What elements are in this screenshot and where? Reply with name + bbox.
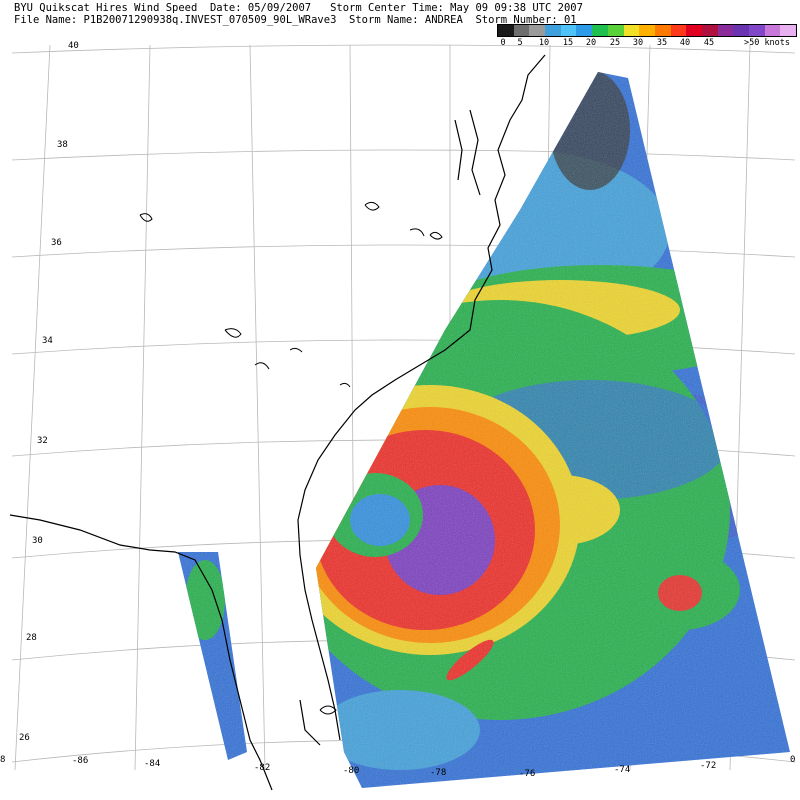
longitude-line bbox=[134, 44, 151, 771]
colorbar-swatch bbox=[764, 25, 781, 36]
colorbar-swatch bbox=[529, 25, 546, 36]
colorbar-swatch bbox=[686, 25, 702, 36]
wind-swath-main bbox=[316, 72, 790, 788]
longitude-labels: -86 -84 -82 -80 -78 -76 -74 -72 bbox=[72, 756, 716, 779]
longitude-label: -80 bbox=[343, 766, 359, 776]
colorbar-label: 5 bbox=[517, 38, 523, 48]
latitude-label: 32 bbox=[37, 436, 48, 446]
colorbar-label: 20 bbox=[585, 38, 597, 48]
longitude-label: -84 bbox=[144, 759, 160, 769]
colorbar-swatch bbox=[717, 25, 734, 36]
latitude-line bbox=[11, 149, 796, 161]
longitude-label: -76 bbox=[519, 769, 535, 779]
colorbar-swatch bbox=[639, 25, 655, 36]
colorbar-swatch bbox=[545, 25, 561, 36]
wind-swath-secondary bbox=[178, 552, 247, 760]
latitude-label: 34 bbox=[42, 336, 53, 346]
colorbar-label: 35 bbox=[656, 38, 668, 48]
colorbar-swatch bbox=[560, 25, 577, 36]
header-title-line: BYU Quikscat Hires Wind Speed Date: 05/0… bbox=[14, 2, 583, 14]
colorbar-swatch bbox=[592, 25, 608, 36]
corner-label: 8 bbox=[0, 755, 5, 765]
colorbar-swatch bbox=[701, 25, 718, 36]
colorbar-swatch bbox=[749, 25, 765, 36]
colorbar-swatch bbox=[576, 25, 593, 36]
longitude-label: -74 bbox=[614, 765, 630, 775]
colorbar-swatch bbox=[780, 25, 797, 36]
longitude-label: -82 bbox=[254, 763, 270, 773]
colorbar-labels: 0 5 10 15 20 25 30 35 40 45 >50 knots bbox=[497, 38, 797, 50]
inland-lakes bbox=[139, 201, 443, 715]
longitude-label: -72 bbox=[700, 761, 716, 771]
colorbar-swatch bbox=[498, 25, 514, 36]
colorbar-swatch bbox=[670, 25, 687, 36]
colorbar-label: 45 bbox=[703, 38, 715, 48]
latitude-label: 26 bbox=[19, 733, 30, 743]
latitude-line bbox=[11, 244, 796, 258]
latitude-label: 28 bbox=[26, 633, 37, 643]
corner-label: 0 bbox=[790, 755, 795, 765]
colorbar-swatch bbox=[733, 25, 749, 36]
coastline bbox=[9, 54, 546, 791]
latitude-label: 38 bbox=[57, 140, 68, 150]
longitude-line bbox=[14, 44, 51, 771]
colorbar-label: 30 bbox=[632, 38, 644, 48]
colorbar-swatch bbox=[623, 25, 640, 36]
latitude-line bbox=[11, 44, 796, 54]
latitude-labels: 40 38 36 34 32 30 28 26 bbox=[19, 41, 79, 743]
longitude-label: -78 bbox=[430, 768, 446, 778]
longitude-label: -86 bbox=[72, 756, 88, 766]
latitude-label: 36 bbox=[51, 238, 62, 248]
colorbar-label: 25 bbox=[609, 38, 621, 48]
colorbar-swatch bbox=[607, 25, 624, 36]
colorbar-label: 40 bbox=[679, 38, 691, 48]
latitude-label: 40 bbox=[68, 41, 79, 51]
colorbar-label: 0 bbox=[500, 38, 506, 48]
wind-speed-colorbar bbox=[497, 24, 797, 37]
colorbar-label: 10 bbox=[538, 38, 550, 48]
longitude-line bbox=[249, 44, 266, 771]
colorbar-label: >50 knots bbox=[743, 38, 791, 48]
colorbar-swatch bbox=[654, 25, 671, 36]
colorbar-label: 15 bbox=[562, 38, 574, 48]
header-file-line: File Name: P1B20071290938q.INVEST_070509… bbox=[14, 14, 577, 26]
latitude-label: 30 bbox=[32, 536, 43, 546]
colorbar-swatch bbox=[513, 25, 530, 36]
